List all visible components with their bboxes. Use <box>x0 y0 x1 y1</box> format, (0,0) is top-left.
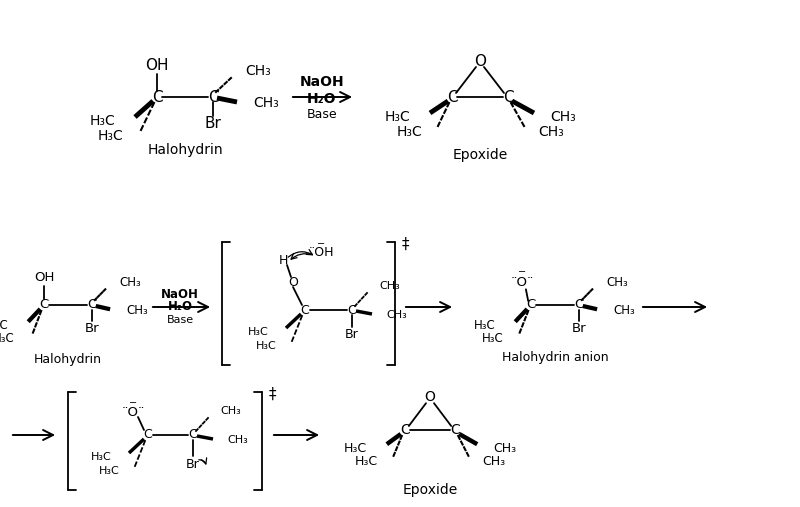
Text: ¨OH: ¨OH <box>308 245 334 259</box>
Text: CH₃: CH₃ <box>227 435 248 445</box>
Text: H₃C: H₃C <box>90 114 115 128</box>
Text: H₃C: H₃C <box>384 110 410 124</box>
Text: C: C <box>400 423 410 437</box>
Text: Br: Br <box>345 329 359 342</box>
Text: CH₃: CH₃ <box>538 125 564 139</box>
Text: Br: Br <box>85 322 99 335</box>
Text: −: − <box>317 239 325 249</box>
Text: C: C <box>87 299 97 311</box>
Text: ¨O¨: ¨O¨ <box>510 276 534 289</box>
Text: H₃C: H₃C <box>0 319 8 332</box>
Text: Halohydrin anion: Halohydrin anion <box>502 351 608 365</box>
Text: ¨O¨: ¨O¨ <box>122 407 145 419</box>
Text: Base: Base <box>306 107 338 121</box>
Text: H₃C: H₃C <box>0 332 15 345</box>
Text: O: O <box>474 54 486 68</box>
Text: H₃C: H₃C <box>396 125 422 139</box>
Text: ‡: ‡ <box>269 387 277 402</box>
Text: H₃C: H₃C <box>99 466 120 476</box>
Text: H₃C: H₃C <box>98 129 123 143</box>
Text: CH₃: CH₃ <box>119 276 141 289</box>
Text: CH₃: CH₃ <box>613 304 635 317</box>
Text: CH₃: CH₃ <box>482 455 506 468</box>
Text: Base: Base <box>166 315 194 325</box>
Text: H: H <box>278 254 288 267</box>
Text: ‡: ‡ <box>402 237 410 252</box>
Text: CH₃: CH₃ <box>550 110 576 124</box>
Text: H₃C: H₃C <box>256 341 277 351</box>
Text: C: C <box>348 304 356 316</box>
Text: CH₃: CH₃ <box>379 281 400 291</box>
Text: O: O <box>425 390 435 404</box>
Text: H₃C: H₃C <box>354 455 378 468</box>
Text: C: C <box>526 299 536 311</box>
Text: Br: Br <box>186 457 200 470</box>
Text: C: C <box>208 90 218 104</box>
Text: CH₃: CH₃ <box>253 96 278 110</box>
Text: H₂O: H₂O <box>167 301 193 313</box>
Text: NaOH: NaOH <box>161 287 199 301</box>
Text: C: C <box>574 299 583 311</box>
Text: −: − <box>518 267 526 277</box>
Text: C: C <box>144 428 152 442</box>
Text: H₃C: H₃C <box>248 327 269 337</box>
Text: CH₃: CH₃ <box>245 64 270 78</box>
Text: C: C <box>450 423 460 437</box>
Text: C: C <box>189 428 198 442</box>
Text: C: C <box>502 90 514 104</box>
Text: C: C <box>152 90 162 104</box>
Text: H₃C: H₃C <box>474 319 495 332</box>
Text: CH₃: CH₃ <box>606 276 628 289</box>
Text: Br: Br <box>205 117 222 131</box>
Text: H₃C: H₃C <box>344 442 366 455</box>
Text: OH: OH <box>34 271 54 284</box>
Text: H₃C: H₃C <box>91 452 112 462</box>
Text: CH₃: CH₃ <box>126 304 148 317</box>
Text: OH: OH <box>146 57 169 73</box>
Text: C: C <box>39 299 49 311</box>
Text: CH₃: CH₃ <box>220 406 241 416</box>
Text: Br: Br <box>571 322 586 335</box>
Text: Epoxide: Epoxide <box>402 483 458 497</box>
Text: H₂O: H₂O <box>307 92 337 106</box>
Text: C: C <box>301 304 310 316</box>
Text: Halohydrin: Halohydrin <box>34 353 102 367</box>
Text: CH₃: CH₃ <box>386 310 406 320</box>
Text: NaOH: NaOH <box>300 75 344 89</box>
Text: H₃C: H₃C <box>482 332 504 345</box>
Text: −: − <box>129 398 137 408</box>
Text: Halohydrin: Halohydrin <box>147 143 223 157</box>
Text: C: C <box>446 90 458 104</box>
Text: O: O <box>288 275 298 288</box>
Text: CH₃: CH₃ <box>493 442 516 455</box>
Text: Epoxide: Epoxide <box>452 148 508 162</box>
